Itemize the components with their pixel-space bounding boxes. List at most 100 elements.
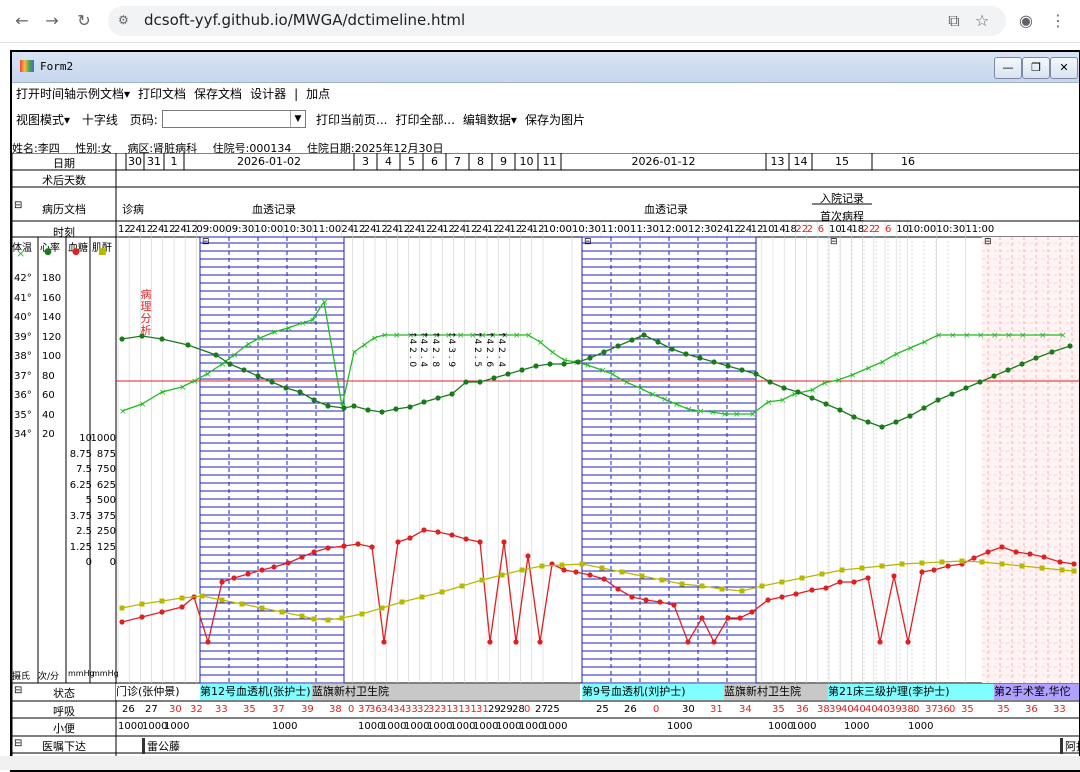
view-mode-menu[interactable]: 视图模式▾ — [16, 113, 71, 127]
status-bar[interactable]: 门诊(张仲景) — [116, 684, 186, 700]
record-label: 血透记录 — [252, 203, 296, 216]
temperature-series-point: × — [179, 383, 187, 393]
menu2-item-2[interactable]: 编辑数据▾ — [462, 113, 517, 127]
translate-icon[interactable]: ⧉ — [948, 11, 960, 30]
horizontal-scrollbar[interactable] — [0, 756, 1080, 770]
patient-name: 姓名:李四 — [12, 142, 60, 155]
breath-value: 37 — [272, 704, 285, 715]
creat-axis-tick: 625 — [96, 479, 116, 491]
temp-axis-tick: 38° — [14, 351, 32, 362]
stool-value: 1000 — [667, 721, 693, 732]
arrow-left-icon[interactable]: ← — [15, 11, 29, 30]
blood-sugar-series-point — [851, 579, 857, 585]
breath-value: 28 — [512, 704, 525, 715]
menu1-item-2[interactable]: 保存文档 — [194, 87, 243, 101]
creatinine-series-point — [819, 571, 825, 577]
time-label: 10:00 — [543, 224, 572, 235]
temperature-series-point: × — [433, 331, 441, 341]
blood-sugar-series-point — [985, 549, 991, 555]
breath-value: 30 — [169, 704, 182, 715]
arrow-right-icon[interactable]: → — [45, 11, 59, 30]
creat-marker-icon: ■ — [98, 247, 107, 257]
date-cell: 1 — [170, 155, 178, 168]
breath-value: 36 — [796, 704, 809, 715]
date-cell: 5 — [408, 155, 415, 168]
breath-value: 39 — [889, 704, 902, 715]
pulse-series-point — [991, 373, 997, 379]
creatinine-series-point — [559, 562, 565, 568]
time-label: 11:30 — [630, 224, 659, 235]
site-info-icon[interactable]: ⚙ — [118, 13, 129, 27]
chevron-down-icon[interactable]: ▼ — [290, 111, 305, 127]
pulse-series-point — [655, 339, 661, 345]
creatinine-series-point — [979, 559, 985, 565]
temperature-series-point: × — [921, 338, 929, 348]
blood-sugar-series-point — [699, 615, 705, 621]
address-bar[interactable]: ⚙ dcsoft-yyf.github.io/MWGA/dctimeline.h… — [108, 6, 1006, 36]
temperature-series-point: × — [1005, 331, 1013, 341]
creatinine-series-point — [959, 558, 965, 564]
menu2-item-1[interactable]: 打印全部... — [395, 113, 455, 127]
pulse-series-point — [283, 385, 289, 391]
breath-value: 39 — [829, 704, 842, 715]
date-cell: 2026-01-12 — [631, 155, 696, 168]
breath-value: 26 — [624, 704, 637, 715]
page-select[interactable]: ▼ — [162, 110, 306, 128]
pulse-series-point — [407, 404, 413, 410]
breath-value: 34 — [393, 704, 406, 715]
time-label: 2 — [873, 224, 881, 235]
breath-value: 40 — [877, 704, 890, 715]
blood-sugar-series-point — [205, 639, 211, 645]
bookmark-star-icon[interactable]: ☆ — [974, 11, 990, 30]
close-button[interactable]: ✕ — [1050, 57, 1078, 79]
minimize-button[interactable]: — — [994, 57, 1022, 79]
menu1-item-3[interactable]: 设计器 — [250, 87, 287, 101]
creatinine-series-point — [759, 583, 765, 589]
pathology-annotation: 病理分析 — [140, 288, 152, 337]
creatinine-series-point — [139, 601, 145, 607]
creatinine-series-point — [579, 561, 585, 567]
reload-icon[interactable]: ↻ — [77, 11, 91, 30]
menu1-item-5[interactable]: 加点 — [306, 87, 331, 101]
menu2-item-3[interactable]: 保存为图片 — [524, 113, 585, 127]
status-bar[interactable]: 蓝旗新村卫生院 — [312, 684, 580, 700]
time-label: 12 — [419, 224, 433, 235]
date-cell: 30 — [128, 155, 142, 168]
blood-sugar-series-point — [311, 549, 317, 555]
collapse-icon: ⊟ — [14, 738, 23, 749]
crosshair-toggle[interactable]: 十字线 — [81, 113, 118, 127]
temperature-series-point: × — [489, 331, 497, 341]
blood-sugar-series-point — [945, 563, 951, 569]
status-bar[interactable]: 蓝旗新村卫生院 — [724, 684, 828, 700]
blood-sugar-series-point — [685, 639, 691, 645]
status-bar[interactable]: 第9号血透机(刘护士) — [582, 684, 724, 700]
temperature-series-point: × — [549, 348, 557, 358]
maximize-button[interactable]: ❐ — [1022, 57, 1050, 79]
menu2-item-0[interactable]: 打印当前页... — [316, 113, 388, 127]
stool-value: 1000 — [519, 721, 545, 732]
collapse-icon: ⊟ — [202, 237, 210, 247]
url-text: dcsoft-yyf.github.io/MWGA/dctimeline.htm… — [144, 11, 466, 29]
status-bar[interactable]: 第21床三级护理(李护士) — [828, 684, 994, 700]
profile-icon[interactable]: ◉ — [1019, 11, 1033, 30]
time-label: 24 — [363, 224, 377, 235]
row-label-stool: 小便 — [53, 722, 75, 735]
sugar-value-label: ↑4 2 . 4 — [496, 331, 506, 368]
menu1-item-1[interactable]: 打印文档 — [138, 87, 187, 101]
more-menu-icon[interactable]: ⋮ — [1050, 11, 1066, 30]
pulse-series-point — [921, 405, 927, 411]
temperature-series-point: × — [849, 371, 857, 381]
blood-sugar-series-point — [809, 587, 815, 593]
timeline-chart[interactable]: × × × × × × × × × × × × × × × × × × × × × × × × × × × × × × × × × × × × × × × ×… — [12, 153, 1079, 770]
time-label: 24 — [475, 224, 489, 235]
menu1-item-0[interactable]: 打开时间轴示例文档▾ — [16, 87, 131, 101]
status-bar[interactable]: 第12号血透机(张护士) — [200, 684, 312, 700]
app-icon — [20, 60, 34, 72]
collapse-icon: ⊟ — [14, 685, 23, 696]
record-label: 首次病程 — [820, 210, 864, 223]
patient-sex: 性别:女 — [75, 142, 112, 155]
status-bar[interactable]: 第2手术室,华佗 — [994, 684, 1079, 700]
temperature-series-point: × — [457, 331, 465, 341]
temperature-series-point: × — [119, 407, 127, 417]
pulse-series-point — [949, 391, 955, 397]
